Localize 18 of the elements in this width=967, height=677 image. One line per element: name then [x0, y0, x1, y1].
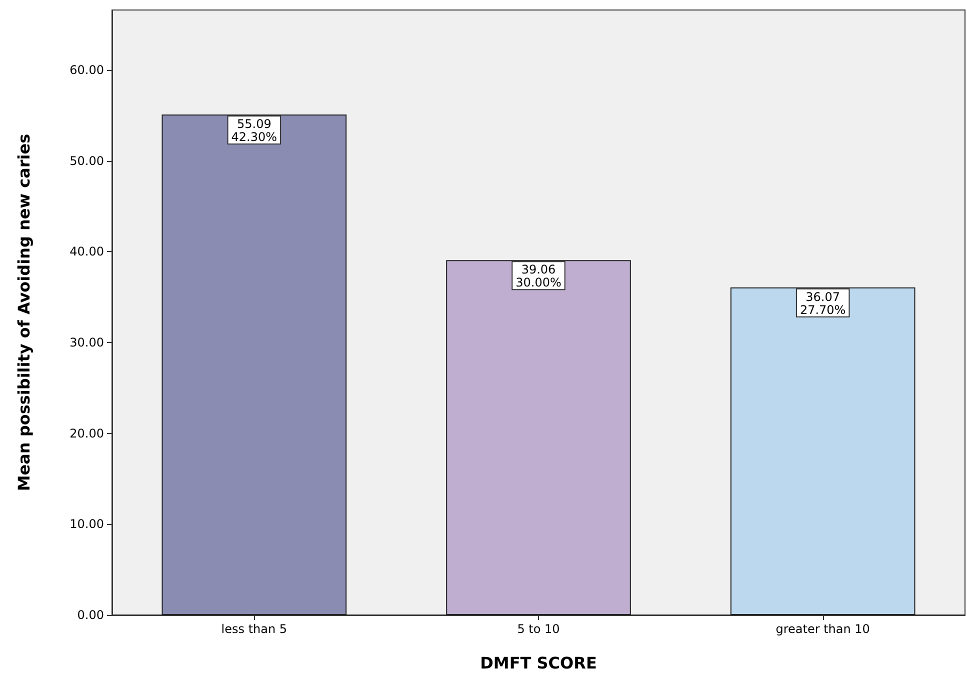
y-tick-label: 50.00: [70, 154, 104, 168]
bar: [162, 114, 347, 615]
y-tick-label: 40.00: [70, 244, 104, 259]
x-tick-label: 5 to 10: [517, 622, 560, 636]
y-tick-label: 20.00: [70, 426, 104, 440]
y-tick-label: 30.00: [70, 335, 104, 350]
x-axis-title: DMFT SCORE: [480, 654, 597, 672]
y-tick-label: 10.00: [70, 517, 104, 532]
y-axis-title: Mean possibility of Avoiding new caries: [14, 134, 34, 492]
bar: [730, 287, 916, 615]
y-tick-label: 0.00: [77, 608, 104, 622]
y-tick-label: 60.00: [70, 62, 104, 77]
data-label: 36.07 27.70%: [800, 290, 846, 317]
x-tick-label: less than 5: [221, 622, 288, 636]
data-label: 55.09 42.30%: [231, 117, 278, 144]
data-label: 39.06 30.00%: [516, 262, 562, 290]
bar: [446, 260, 631, 615]
x-tick-label: greater than 10: [776, 622, 870, 636]
